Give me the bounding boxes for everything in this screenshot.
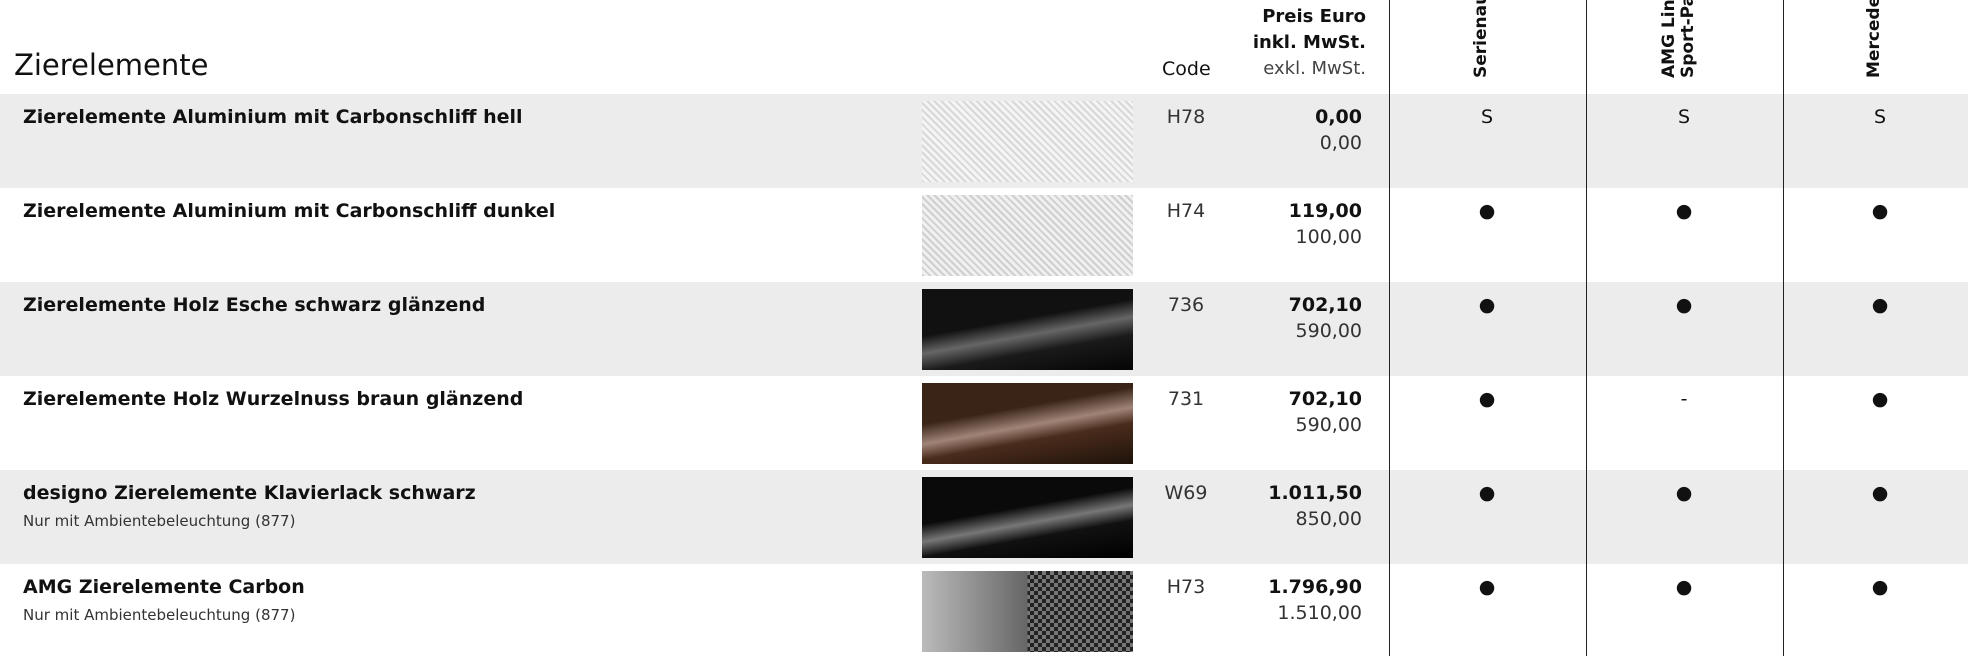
table-row: designo Zierelemente Klavierlack schwarz…	[0, 470, 1968, 564]
availability: ●	[1478, 576, 1496, 598]
item-note: Nur mit Ambientebeleuchtung (877)	[23, 512, 296, 530]
item-code: H73	[1166, 576, 1206, 598]
availability: ●	[1675, 576, 1693, 598]
price-excl: 850,00	[1295, 508, 1362, 530]
item-name: designo Zierelemente Klavierlack schwarz	[23, 482, 476, 504]
swatch	[922, 289, 1133, 370]
table-row: Zierelemente Aluminium mit Carbonschliff…	[0, 188, 1968, 282]
swatch	[922, 101, 1133, 182]
divider	[1389, 0, 1390, 656]
price-header: Preis Euro	[1262, 6, 1366, 27]
section-title: Zierelemente	[14, 48, 209, 82]
item-name: AMG Zierelemente Carbon	[23, 576, 305, 598]
divider	[1586, 0, 1587, 656]
availability: ●	[1478, 294, 1496, 316]
availability: ●	[1675, 200, 1693, 222]
price-excl: 590,00	[1295, 320, 1362, 342]
column-header-line: AMG Lin	[1659, 0, 1679, 78]
swatch	[922, 383, 1133, 464]
table-row: Zierelemente Aluminium mit Carbonschliff…	[0, 94, 1968, 188]
swatch	[922, 477, 1133, 558]
column-header-line: Serienau	[1471, 0, 1491, 78]
price-excl: 590,00	[1295, 414, 1362, 436]
item-code: 731	[1167, 388, 1205, 410]
price-excl: 1.510,00	[1277, 602, 1362, 624]
item-code: W69	[1164, 482, 1208, 504]
availability: -	[1680, 388, 1688, 410]
availability: ●	[1871, 388, 1889, 410]
availability: ●	[1478, 482, 1496, 504]
price-incl: 1.011,50	[1268, 482, 1362, 504]
availability: S	[1480, 106, 1494, 128]
availability: S	[1873, 106, 1887, 128]
column-header: AMG Lin Sport-Pal	[1659, 0, 1698, 78]
availability: ●	[1871, 200, 1889, 222]
divider	[1783, 0, 1784, 656]
price-incl: 119,00	[1288, 200, 1362, 222]
availability: ●	[1478, 388, 1496, 410]
availability: ●	[1478, 200, 1496, 222]
price-header: exkl. MwSt.	[1263, 58, 1366, 79]
item-name: Zierelemente Holz Wurzelnuss braun glänz…	[23, 388, 524, 410]
table-row: Zierelemente Holz Esche schwarz glänzend…	[0, 282, 1968, 376]
availability: ●	[1871, 576, 1889, 598]
item-code: H74	[1166, 200, 1206, 222]
column-header-line: Mercede	[1864, 0, 1884, 78]
availability: ●	[1675, 482, 1693, 504]
price-incl: 0,00	[1315, 106, 1362, 128]
price-incl: 702,10	[1288, 388, 1362, 410]
availability: ●	[1871, 294, 1889, 316]
column-header: Serienau	[1471, 0, 1491, 78]
item-name: Zierelemente Aluminium mit Carbonschliff…	[23, 200, 556, 222]
price-excl: 100,00	[1295, 226, 1362, 248]
price-excl: 0,00	[1319, 132, 1362, 154]
availability: ●	[1675, 294, 1693, 316]
column-header: Mercede	[1864, 0, 1884, 78]
item-code: H78	[1166, 106, 1206, 128]
table-row: AMG Zierelemente Carbon Nur mit Ambienteb…	[0, 564, 1968, 658]
item-name: Zierelemente Aluminium mit Carbonschliff…	[23, 106, 523, 128]
code-header: Code	[1162, 58, 1211, 80]
column-header-line: Sport-Pal	[1678, 0, 1698, 78]
swatch	[922, 195, 1133, 276]
price-incl: 1.796,90	[1268, 576, 1362, 598]
price-header: inkl. MwSt.	[1252, 32, 1366, 53]
price-incl: 702,10	[1288, 294, 1362, 316]
availability: ●	[1871, 482, 1889, 504]
item-name: Zierelemente Holz Esche schwarz glänzend	[23, 294, 486, 316]
availability: S	[1677, 106, 1691, 128]
item-note: Nur mit Ambientebeleuchtung (877)	[23, 606, 296, 624]
item-code: 736	[1167, 294, 1205, 316]
table-row: Zierelemente Holz Wurzelnuss braun glänz…	[0, 376, 1968, 470]
swatch	[922, 571, 1133, 652]
